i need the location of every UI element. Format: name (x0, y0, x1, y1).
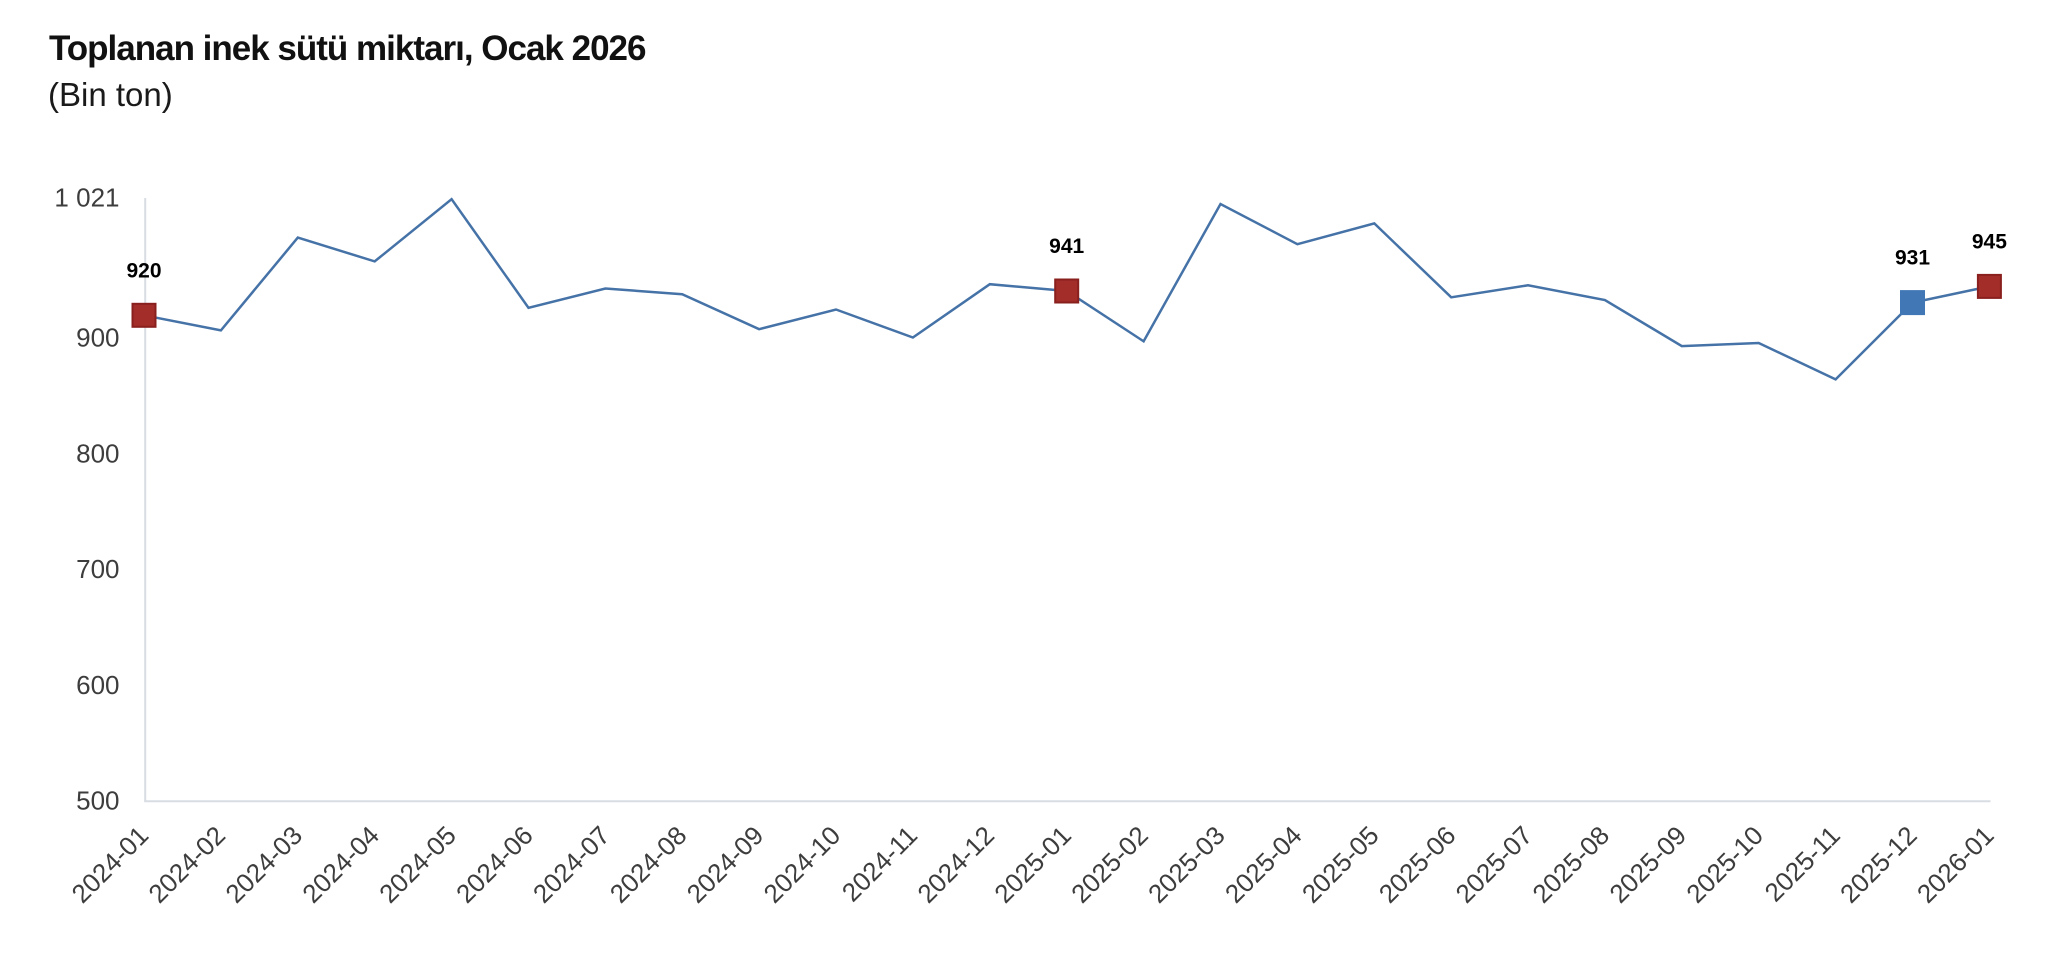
svg-text:800: 800 (76, 438, 119, 468)
svg-text:600: 600 (76, 670, 119, 700)
svg-text:931: 931 (1895, 247, 1930, 270)
svg-text:500: 500 (76, 786, 119, 816)
svg-text:700: 700 (76, 554, 119, 584)
svg-text:941: 941 (1049, 235, 1084, 258)
svg-text:920: 920 (126, 259, 161, 282)
svg-text:(Bin ton): (Bin ton) (48, 76, 173, 113)
svg-text:1 021: 1 021 (54, 182, 119, 212)
svg-text:945: 945 (1972, 230, 2007, 253)
svg-text:900: 900 (76, 323, 119, 353)
svg-text:Toplanan inek sütü miktarı, Oc: Toplanan inek sütü miktarı, Ocak 2026 (49, 29, 646, 68)
